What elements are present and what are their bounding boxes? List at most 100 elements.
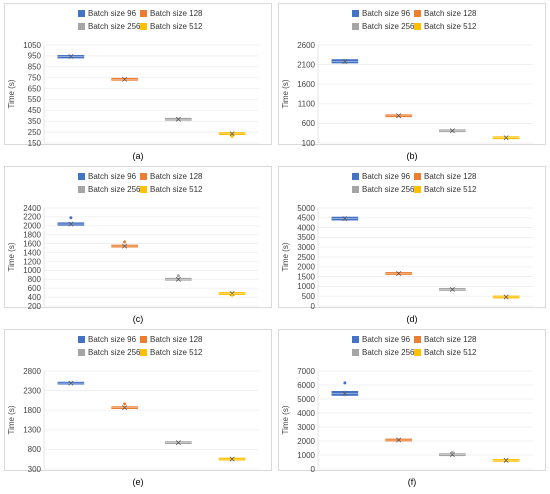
legend-swatch — [414, 336, 421, 343]
legend-label: Batch size 128 — [424, 172, 477, 181]
mean-marker — [68, 221, 74, 227]
mean-marker — [122, 243, 128, 249]
y-tick-label: 400 — [28, 293, 42, 302]
chart-panel-b: Batch size 96 Batch size 128 Batch size 25… — [278, 3, 546, 161]
box-2 — [111, 402, 138, 411]
y-tick-label: 2000 — [297, 437, 315, 446]
panel-caption: (f) — [408, 477, 417, 487]
legend-entry: Batch size 96 — [352, 9, 411, 18]
box-4 — [218, 291, 246, 297]
box-3 — [165, 116, 192, 122]
legend-label: Batch size 256 — [362, 185, 415, 194]
y-tick-label: 0 — [311, 302, 316, 311]
box-3 — [439, 128, 466, 134]
legend-swatch — [352, 336, 359, 343]
legend-entry: Batch size 128 — [140, 9, 203, 18]
box-4 — [218, 456, 246, 462]
legend-swatch — [78, 23, 85, 30]
chart-panel-e: Batch size 96 Batch size 128 Batch size 25… — [4, 329, 272, 487]
legend-entry: Batch size 96 — [352, 172, 411, 181]
outlier-point — [176, 274, 180, 278]
y-tick-label: 5000 — [297, 395, 315, 404]
legend-swatch — [78, 336, 85, 343]
y-axis-title: Time (s) — [281, 79, 290, 108]
y-axis-title: Time (s) — [281, 242, 290, 271]
mean-marker — [175, 116, 181, 122]
legend-label: Batch size 128 — [150, 9, 203, 18]
legend-label: Batch size 512 — [150, 22, 203, 31]
legend-label: Batch size 256 — [88, 348, 141, 357]
legend-swatch — [78, 186, 85, 193]
legend-swatch — [352, 173, 359, 180]
legend-swatch — [78, 173, 85, 180]
legend-label: Batch size 96 — [88, 172, 137, 181]
y-tick-label: 3500 — [297, 233, 315, 242]
y-tick-label: 200 — [28, 302, 42, 311]
mean-marker — [229, 291, 235, 297]
panel-caption: (c) — [133, 314, 144, 324]
legend-label: Batch size 96 — [88, 335, 137, 344]
y-tick-label: 2000 — [297, 263, 315, 272]
y-tick-label: 950 — [28, 52, 42, 61]
legend-label: Batch size 256 — [88, 22, 141, 31]
legend-swatch — [352, 23, 359, 30]
chart-border — [4, 329, 272, 471]
y-tick-label: 1100 — [298, 100, 316, 109]
chart-border — [278, 329, 546, 471]
y-tick-label: 800 — [28, 445, 42, 454]
legend-swatch — [140, 10, 147, 17]
legend-entry: Batch size 256 — [78, 185, 141, 194]
y-tick-label: 7000 — [297, 367, 315, 376]
legend-swatch — [414, 10, 421, 17]
box-2 — [111, 240, 138, 249]
legend-swatch — [352, 186, 359, 193]
chart-panel-d: Batch size 96 Batch size 128 Batch size 25… — [278, 166, 546, 324]
mean-marker — [122, 405, 128, 411]
box-3 — [439, 450, 466, 458]
legend-label: Batch size 256 — [362, 348, 415, 357]
y-axis-title: Time (s) — [7, 242, 16, 271]
y-tick-label: 2100 — [297, 60, 315, 69]
y-tick-label: 1800 — [23, 231, 41, 240]
box-2 — [385, 270, 412, 276]
box-4 — [492, 135, 520, 141]
y-tick-label: 300 — [28, 465, 42, 474]
legend-entry: Batch size 96 — [78, 9, 137, 18]
y-tick-label: 650 — [28, 84, 42, 93]
box-4 — [218, 131, 246, 138]
mean-marker — [396, 113, 402, 119]
legend-entry: Batch size 128 — [414, 335, 477, 344]
y-tick-label: 1200 — [23, 257, 41, 266]
chart-border — [278, 166, 546, 308]
legend-entry: Batch size 256 — [78, 348, 141, 357]
legend-entry: Batch size 96 — [78, 172, 137, 181]
panel-caption: (a) — [133, 151, 144, 161]
y-axis-title: Time (s) — [7, 405, 16, 434]
y-tick-label: 100 — [302, 139, 316, 148]
box-1 — [57, 216, 85, 227]
box-1 — [57, 53, 85, 59]
legend-label: Batch size 128 — [424, 9, 477, 18]
box-2 — [385, 437, 412, 443]
mean-marker — [68, 53, 74, 59]
mean-marker — [503, 294, 509, 300]
chart-panel-c: Batch size 96 Batch size 128 Batch size 25… — [4, 166, 272, 324]
y-tick-label: 550 — [28, 95, 42, 104]
outlier-point — [343, 381, 347, 385]
legend-label: Batch size 128 — [150, 335, 203, 344]
mean-marker — [68, 380, 74, 386]
y-tick-label: 1600 — [297, 80, 315, 89]
y-tick-label: 2600 — [297, 41, 315, 50]
y-tick-label: 2500 — [297, 253, 315, 262]
y-tick-label: 1500 — [297, 272, 315, 281]
y-tick-label: 350 — [28, 117, 42, 126]
box-4 — [492, 457, 520, 463]
y-tick-label: 1000 — [23, 266, 41, 275]
y-tick-label: 750 — [28, 73, 42, 82]
y-tick-label: 1800 — [23, 406, 41, 415]
chart-panel-f: Batch size 96 Batch size 128 Batch size 25… — [278, 329, 546, 487]
legend-swatch — [140, 173, 147, 180]
y-tick-label: 4000 — [297, 223, 315, 232]
y-tick-label: 600 — [28, 284, 42, 293]
legend-swatch — [352, 10, 359, 17]
